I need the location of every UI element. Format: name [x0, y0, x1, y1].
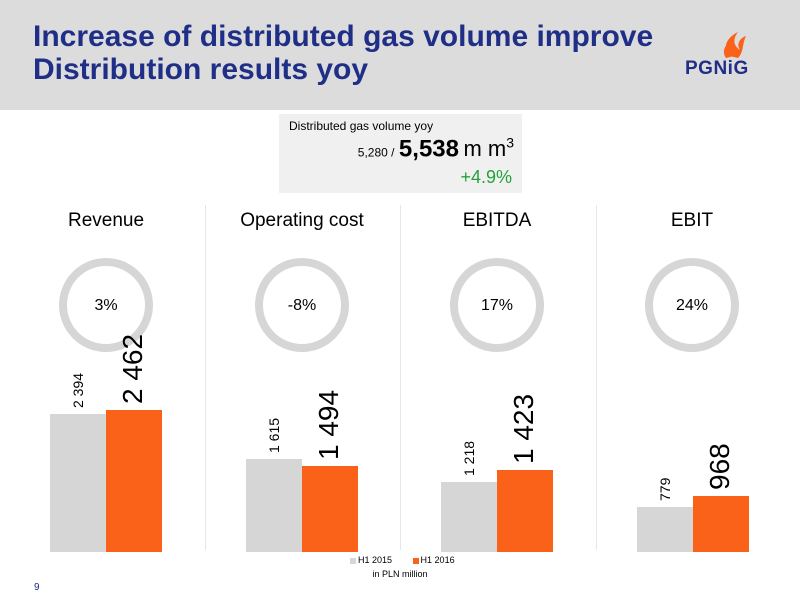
- legend-item-2016: H1 2016: [412, 555, 455, 565]
- panel-title: EBIT: [670, 210, 714, 231]
- value-label-h1-2016: 968: [704, 443, 736, 491]
- logo-text: PGNiG: [685, 58, 749, 79]
- title-line-2: Distribution results yoy: [33, 53, 369, 86]
- value-label-h1-2015: 1 218: [460, 440, 477, 476]
- kpi-unit: m m3: [463, 135, 514, 162]
- value-label-h1-2016: 1 423: [508, 393, 540, 464]
- legend-item-2015: H1 2015: [350, 555, 392, 565]
- panel-divider: [400, 205, 401, 550]
- page-number: 9: [34, 582, 40, 593]
- bar-h1-2015: [441, 481, 497, 552]
- header-band: [0, 0, 800, 110]
- value-label-h1-2015: 2 394: [69, 372, 86, 408]
- change-ring: [450, 258, 544, 352]
- change-ring: [645, 258, 739, 352]
- bar-h1-2016: [302, 465, 358, 552]
- bar-h1-2015: [50, 413, 106, 552]
- title-line-1: Increase of distributed gas volume impro…: [33, 20, 654, 53]
- bar-h1-2016: [497, 469, 553, 552]
- kpi-label: Distributed gas volume yoy: [289, 119, 434, 133]
- panel-title: Operating cost: [240, 210, 364, 231]
- change-ring: [255, 258, 349, 352]
- slide-title: Increase of distributed gas volume impro…: [33, 20, 693, 86]
- bar-h1-2016: [106, 410, 162, 552]
- bar-h1-2015: [637, 507, 693, 552]
- ring-circle: [450, 258, 544, 352]
- value-label-h1-2016: 1 494: [313, 389, 345, 460]
- change-percent: 17%: [480, 297, 514, 314]
- kpi-previous-value: 5,280 /: [357, 145, 395, 160]
- ring-circle: [255, 258, 349, 352]
- kpi-box: Distributed gas volume yoy 5,280 / 5,538…: [279, 114, 522, 193]
- kpi-current-value: 5,538: [398, 135, 459, 163]
- value-label-h1-2015: 1 615: [265, 417, 282, 453]
- ring-circle: [645, 258, 739, 352]
- panel-title: Revenue: [67, 210, 145, 231]
- change-percent: 3%: [94, 297, 118, 314]
- change-percent: 24%: [675, 297, 709, 314]
- unit-note: in PLN million: [372, 569, 428, 579]
- bar-h1-2015: [246, 458, 302, 552]
- legend-swatch: [350, 557, 356, 564]
- change-percent: -8%: [287, 297, 317, 314]
- kpi-change: +4.9%: [460, 167, 512, 187]
- kpi-values: 5,280 / 5,538 m m3: [358, 135, 514, 163]
- panel-title: EBITDA: [462, 210, 532, 231]
- value-label-h1-2015: 779: [656, 477, 673, 502]
- bar-h1-2016: [693, 496, 749, 552]
- panel-divider: [205, 205, 206, 550]
- ring-circle: [59, 258, 153, 352]
- pgnig-flame-logo: [723, 32, 746, 58]
- panel-divider: [596, 205, 597, 550]
- legend-swatch: [412, 557, 419, 564]
- chart-legend: H1 2015 H1 2016: [350, 555, 473, 565]
- value-label-h1-2016: 2 462: [117, 333, 149, 404]
- change-ring: [59, 258, 153, 352]
